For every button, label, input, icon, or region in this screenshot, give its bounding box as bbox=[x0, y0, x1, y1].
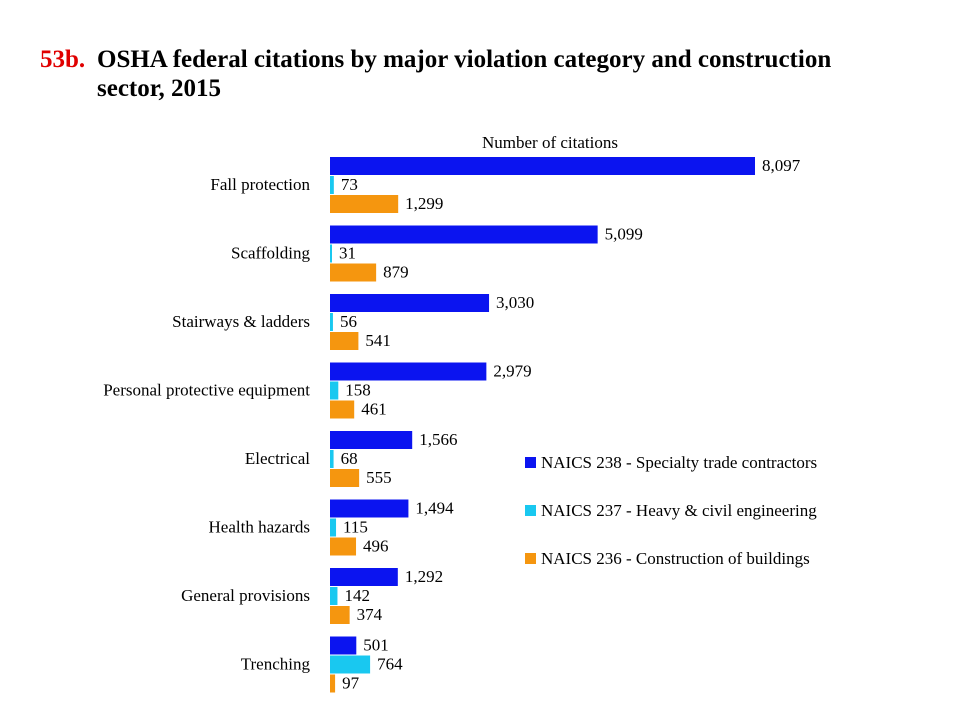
bar-trenching-s2 bbox=[330, 655, 371, 674]
category-label-general-provisions: General provisions bbox=[181, 586, 310, 605]
data-label-trenching-s1: 501 bbox=[363, 636, 389, 655]
bar-general-provisions-s1 bbox=[330, 568, 398, 586]
data-label-stairways-and-ladders-s1: 3,030 bbox=[496, 293, 534, 312]
bar-general-provisions-s2 bbox=[330, 587, 338, 605]
data-label-health-hazards-s1: 1,494 bbox=[415, 499, 454, 518]
category-label-electrical: Electrical bbox=[245, 449, 310, 468]
bar-stairways-and-ladders-s2 bbox=[330, 313, 333, 331]
bar-health-hazards-s3 bbox=[330, 537, 357, 556]
data-label-health-hazards-s2: 115 bbox=[343, 518, 368, 537]
bar-fall-protection-s2 bbox=[330, 176, 334, 194]
data-label-stairways-and-ladders-s2: 56 bbox=[340, 312, 357, 331]
data-label-general-provisions-s1: 1,292 bbox=[405, 567, 443, 586]
chart-title: 53b. OSHA federal citations by major viol… bbox=[40, 45, 920, 103]
bar-health-hazards-s1 bbox=[330, 499, 409, 518]
bar-fall-protection-s3 bbox=[330, 195, 399, 213]
legend-swatch-s3 bbox=[525, 553, 536, 564]
category-label-scaffolding: Scaffolding bbox=[231, 244, 311, 263]
bar-trenching-s1 bbox=[330, 636, 357, 655]
data-label-trenching-s2: 764 bbox=[377, 655, 403, 674]
data-label-scaffolding-s1: 5,099 bbox=[605, 225, 643, 244]
category-label-health-hazards: Health hazards bbox=[209, 518, 310, 537]
bar-electrical-s1 bbox=[330, 431, 413, 449]
data-label-personal-protective-equipment-s2: 158 bbox=[345, 381, 371, 400]
data-label-general-provisions-s3: 374 bbox=[357, 605, 383, 624]
bar-stairways-and-ladders-s1 bbox=[330, 294, 490, 312]
title-number: 53b. bbox=[40, 46, 86, 73]
bar-trenching-s3 bbox=[330, 674, 336, 693]
data-label-electrical-s1: 1,566 bbox=[419, 430, 457, 449]
bar-health-hazards-s2 bbox=[330, 518, 337, 537]
bar-electrical-s3 bbox=[330, 469, 360, 487]
data-label-stairways-and-ladders-s3: 541 bbox=[365, 331, 391, 350]
bar-personal-protective-equipment-s1 bbox=[330, 362, 487, 381]
title-line1: OSHA federal citations by major violatio… bbox=[97, 46, 832, 73]
category-label-stairways-and-ladders: Stairways & ladders bbox=[172, 312, 310, 331]
data-label-electrical-s2: 68 bbox=[341, 449, 358, 468]
data-label-health-hazards-s3: 496 bbox=[363, 537, 389, 556]
data-label-fall-protection-s1: 8,097 bbox=[762, 156, 801, 175]
data-label-scaffolding-s2: 31 bbox=[339, 244, 356, 263]
bar-general-provisions-s3 bbox=[330, 606, 350, 624]
bar-electrical-s2 bbox=[330, 450, 334, 468]
data-label-personal-protective-equipment-s1: 2,979 bbox=[493, 362, 531, 381]
data-label-fall-protection-s3: 1,299 bbox=[405, 194, 443, 213]
bar-personal-protective-equipment-s2 bbox=[330, 381, 339, 400]
category-label-personal-protective-equipment: Personal protective equipment bbox=[103, 381, 310, 400]
bar-scaffolding-s1 bbox=[330, 225, 598, 244]
data-label-personal-protective-equipment-s3: 461 bbox=[361, 400, 387, 419]
legend-label-s3: NAICS 236 - Construction of buildings bbox=[541, 549, 810, 568]
axis-title: Number of citations bbox=[482, 133, 618, 152]
bar-scaffolding-s2 bbox=[330, 244, 332, 263]
bar-stairways-and-ladders-s3 bbox=[330, 332, 359, 350]
bar-fall-protection-s1 bbox=[330, 157, 755, 175]
data-label-fall-protection-s2: 73 bbox=[341, 175, 358, 194]
legend-label-s1: NAICS 238 - Specialty trade contractors bbox=[541, 453, 817, 472]
data-label-electrical-s3: 555 bbox=[366, 468, 392, 487]
bar-personal-protective-equipment-s3 bbox=[330, 400, 355, 419]
bar-scaffolding-s3 bbox=[330, 263, 377, 282]
legend-label-s2: NAICS 237 - Heavy & civil engineering bbox=[541, 501, 817, 520]
title-line2: sector, 2015 bbox=[97, 75, 222, 102]
data-label-scaffolding-s3: 879 bbox=[383, 263, 409, 282]
legend-swatch-s1 bbox=[525, 457, 536, 468]
data-label-general-provisions-s2: 142 bbox=[344, 586, 370, 605]
legend-swatch-s2 bbox=[525, 505, 536, 516]
category-label-trenching: Trenching bbox=[241, 655, 311, 674]
category-label-fall-protection: Fall protection bbox=[210, 175, 310, 194]
data-label-trenching-s3: 97 bbox=[342, 674, 360, 693]
